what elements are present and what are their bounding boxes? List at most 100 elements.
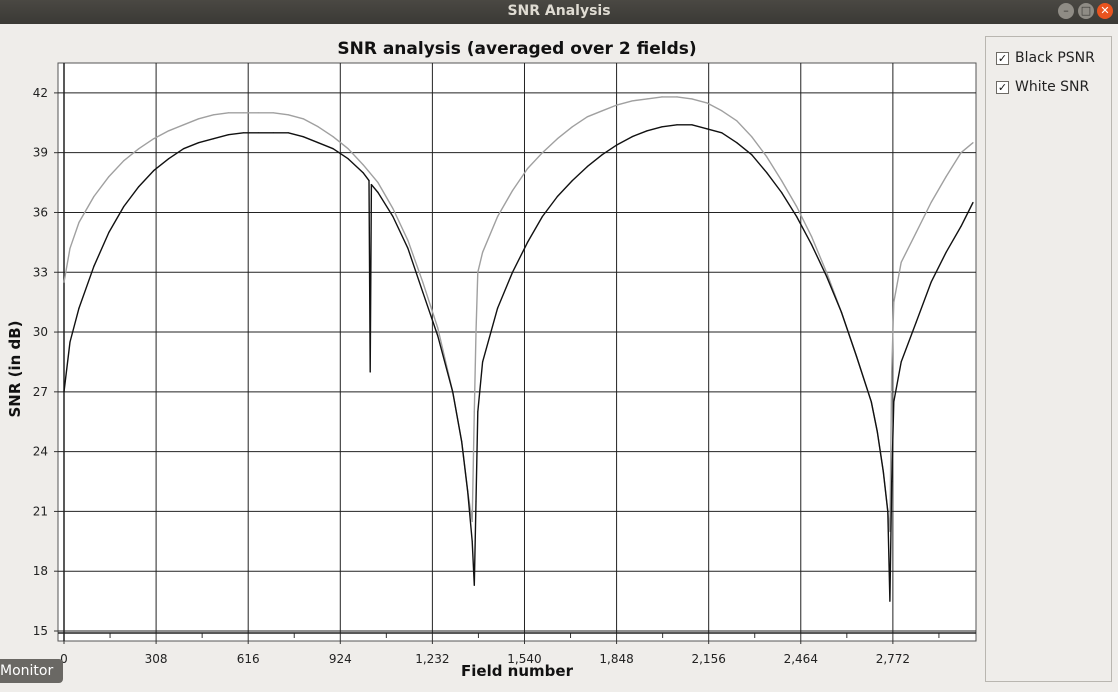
data-point-white-snr: [153, 138, 155, 140]
data-point-black-psnr: [168, 158, 170, 160]
data-point-black-psnr: [571, 180, 573, 182]
data-point-black-psnr: [467, 490, 469, 493]
data-point-white-snr: [78, 221, 80, 223]
data-point-black-psnr: [526, 241, 529, 243]
data-point-white-snr: [586, 116, 588, 118]
data-point-white-snr: [63, 281, 65, 283]
data-point-white-snr: [497, 215, 499, 218]
data-point-black-psnr: [242, 132, 244, 134]
data-point-black-psnr: [796, 215, 798, 218]
y-tick-label: 30: [33, 325, 48, 339]
data-point-white-snr: [332, 136, 334, 138]
data-point-white-snr: [676, 96, 678, 98]
data-point-black-psnr: [257, 132, 259, 134]
x-tick-label: 308: [145, 652, 168, 666]
data-point-black-psnr: [781, 191, 783, 194]
data-point-black-psnr: [287, 132, 289, 134]
data-point-black-psnr: [123, 205, 125, 208]
y-tick-label: 42: [33, 86, 48, 100]
minimize-button[interactable]: –: [1058, 3, 1074, 19]
data-point-black-psnr: [915, 321, 917, 323]
data-point-white-snr: [601, 110, 603, 112]
y-tick-label: 33: [33, 265, 48, 279]
data-point-white-snr: [272, 112, 274, 114]
data-point-white-snr: [972, 142, 974, 144]
data-point-black-psnr: [721, 132, 723, 134]
data-point-black-psnr: [183, 148, 185, 150]
data-point-white-snr: [302, 118, 304, 120]
data-point-white-snr: [392, 207, 394, 210]
data-point-black-psnr: [736, 142, 738, 144]
data-point-white-snr: [347, 148, 349, 150]
y-axis-label: SNR (in dB): [6, 320, 24, 417]
series-line-black-psnr: [63, 124, 974, 602]
data-point-black-psnr: [810, 243, 813, 245]
data-point-white-snr: [706, 102, 708, 104]
data-point-black-psnr: [840, 311, 843, 313]
data-point-black-psnr: [407, 247, 409, 249]
data-point-black-psnr: [317, 142, 319, 144]
data-point-white-snr: [661, 96, 663, 98]
data-point-black-psnr: [461, 441, 463, 443]
chart-title: SNR analysis (averaged over 2 fields): [337, 39, 696, 59]
legend-item-black-psnr[interactable]: ✓ Black PSNR: [996, 49, 1095, 67]
data-point-black-psnr: [511, 271, 514, 273]
data-point-black-psnr: [766, 172, 768, 174]
legend-item-white-snr[interactable]: ✓ White SNR: [996, 78, 1089, 96]
data-point-white-snr: [317, 126, 319, 128]
data-point-white-snr: [123, 160, 125, 162]
snr-chart: SNR analysis (averaged over 2 fields) 0 3…: [6, 39, 977, 680]
data-point-black-psnr: [369, 371, 371, 373]
data-point-black-psnr: [876, 431, 878, 433]
data-point-black-psnr: [601, 154, 603, 156]
legend-label-white-snr: White SNR: [1015, 79, 1090, 95]
data-point-black-psnr: [631, 136, 633, 138]
white-snr-checkbox[interactable]: ✓: [996, 80, 1009, 94]
data-point-white-snr: [168, 130, 170, 132]
data-point-black-psnr: [452, 391, 454, 393]
data-point-black-psnr: [891, 480, 893, 483]
y-tick-label: 24: [33, 445, 48, 459]
data-point-black-psnr: [272, 132, 274, 134]
data-point-black-psnr: [437, 335, 439, 337]
data-point-white-snr: [475, 331, 477, 333]
window-titlebar[interactable]: SNR Analysis – □ ✕: [0, 0, 1118, 24]
data-point-black-psnr: [497, 307, 499, 309]
close-button[interactable]: ✕: [1097, 3, 1113, 19]
data-point-black-psnr: [368, 180, 370, 182]
data-point-black-psnr: [78, 307, 80, 309]
maximize-button[interactable]: □: [1078, 3, 1094, 19]
data-point-black-psnr: [889, 600, 891, 602]
data-point-black-psnr: [945, 251, 947, 253]
data-point-black-psnr: [108, 231, 110, 233]
data-point-white-snr: [751, 136, 753, 138]
data-point-white-snr: [616, 104, 618, 106]
data-point-white-snr: [183, 124, 185, 126]
data-point-white-snr: [721, 110, 723, 112]
data-point-black-psnr: [93, 265, 95, 267]
x-tick-label: 1,540: [507, 652, 541, 666]
y-tick-label: 18: [33, 564, 48, 578]
y-tick-label: 39: [33, 146, 48, 160]
data-point-white-snr: [138, 148, 140, 150]
monitor-tab[interactable]: Monitor: [0, 659, 64, 683]
data-point-white-snr: [482, 251, 484, 253]
data-point-white-snr: [915, 231, 917, 233]
data-point-black-psnr: [138, 186, 140, 188]
data-point-white-snr: [889, 530, 891, 532]
data-point-black-psnr: [825, 275, 828, 277]
black-psnr-checkbox[interactable]: ✓: [996, 51, 1009, 65]
data-point-black-psnr: [370, 184, 372, 186]
data-point-white-snr: [891, 371, 893, 373]
data-point-white-snr: [287, 114, 289, 116]
data-point-black-psnr: [882, 471, 884, 473]
data-point-white-snr: [526, 168, 529, 170]
x-axis-label: Field number: [461, 662, 574, 680]
y-tick-label: 15: [33, 624, 48, 638]
data-point-black-psnr: [893, 401, 895, 403]
data-point-black-psnr: [930, 281, 932, 283]
data-point-white-snr: [556, 138, 559, 140]
data-point-black-psnr: [556, 195, 559, 198]
legend-label-black-psnr: Black PSNR: [1015, 50, 1095, 66]
data-point-black-psnr: [227, 134, 230, 136]
